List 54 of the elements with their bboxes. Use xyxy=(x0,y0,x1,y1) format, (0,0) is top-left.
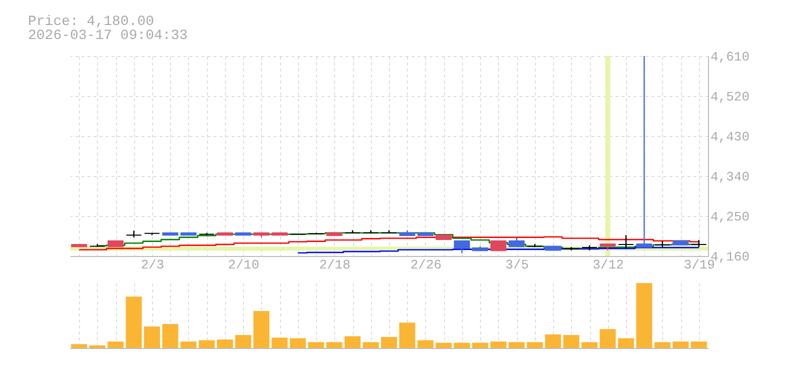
bar xyxy=(399,322,416,348)
bar xyxy=(417,340,434,348)
bar xyxy=(326,342,342,348)
candlestick xyxy=(618,234,634,250)
candlestick xyxy=(490,240,506,252)
bar xyxy=(600,329,616,348)
y-tick-label: 4,340 xyxy=(710,170,750,184)
bar xyxy=(490,342,506,348)
candlestick xyxy=(126,230,142,238)
bar xyxy=(618,338,634,348)
bar xyxy=(454,342,470,348)
bar xyxy=(308,342,324,348)
bar xyxy=(381,336,397,348)
bar xyxy=(472,342,488,348)
bar xyxy=(582,342,598,348)
y-tick-label: 4,250 xyxy=(710,210,750,224)
bar xyxy=(162,324,178,348)
candlestick xyxy=(362,230,379,234)
y-tick-label: 4,610 xyxy=(710,50,750,64)
bar xyxy=(526,342,543,348)
x-tick-label: 2/18 xyxy=(319,258,350,272)
bar xyxy=(436,342,452,348)
bar xyxy=(508,342,525,348)
bar xyxy=(362,342,379,348)
bar xyxy=(636,283,652,348)
bar xyxy=(344,336,361,348)
x-tick-label: 2/10 xyxy=(228,258,260,272)
bar xyxy=(654,342,670,348)
bar xyxy=(126,296,142,348)
bar xyxy=(290,338,306,348)
x-tick-label: 3/5 xyxy=(505,258,529,272)
bar xyxy=(253,310,270,348)
x-tick-label: 2/3 xyxy=(140,258,164,272)
chart-subtitle: 2026-03-17 09:04:33 xyxy=(28,28,188,44)
y-tick-label: 4,520 xyxy=(710,90,750,104)
chart-title: Price: 4,180.00 xyxy=(28,14,154,30)
bar xyxy=(144,326,160,348)
bar xyxy=(545,334,562,348)
x-tick-label: 3/12 xyxy=(592,258,624,272)
bar xyxy=(672,342,689,348)
bar xyxy=(272,338,288,348)
y-tick-label: 4,430 xyxy=(710,130,750,144)
x-tick-label: 2/26 xyxy=(410,258,442,272)
bar xyxy=(71,344,88,348)
bar xyxy=(108,342,124,348)
candlestick xyxy=(508,236,525,248)
bar xyxy=(235,335,252,348)
bar xyxy=(198,340,215,348)
bar xyxy=(216,340,233,348)
bar xyxy=(180,342,196,348)
bar xyxy=(89,345,106,348)
bar xyxy=(690,342,707,348)
bar xyxy=(563,335,580,348)
candlestick xyxy=(454,240,470,254)
